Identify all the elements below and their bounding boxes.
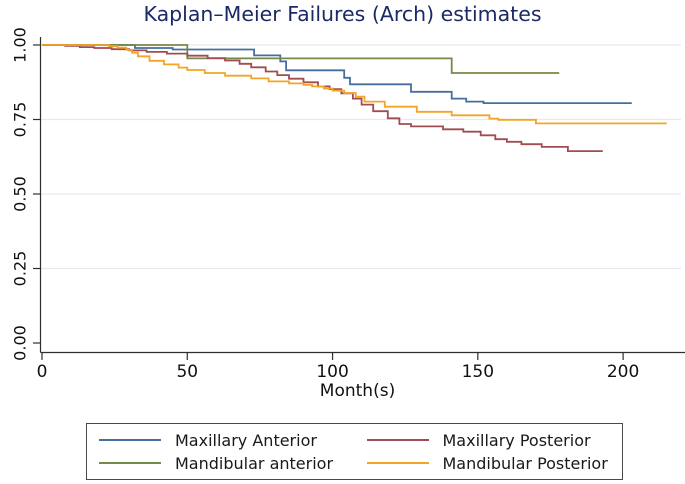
legend-line-mandibular-posterior bbox=[366, 462, 429, 464]
legend-item-maxillary-posterior: Maxillary Posterior bbox=[355, 430, 623, 451]
x-axis-title: Month(s) bbox=[319, 381, 396, 401]
y-tick-label: 0.25 bbox=[11, 251, 30, 287]
y-tick-label: 0.00 bbox=[11, 325, 30, 361]
legend-line-maxillary-anterior bbox=[99, 439, 161, 441]
x-tick-label: 200 bbox=[607, 362, 639, 382]
legend-label: Mandibular anterior bbox=[175, 453, 334, 473]
y-tick-label: 1.00 bbox=[11, 27, 30, 63]
y-tick-label: 0.50 bbox=[11, 176, 30, 212]
x-tick-label: 0 bbox=[37, 362, 48, 382]
x-tick-label: 150 bbox=[462, 362, 494, 382]
plot-area: 0.00 0.25 0.50 0.75 1.00 0 50 100 150 200 bbox=[11, 27, 685, 382]
y-tick-label: 0.75 bbox=[11, 102, 30, 138]
legend: Maxillary Anterior Maxillary Posterior M… bbox=[86, 423, 623, 480]
curve-maxillary-posterior bbox=[42, 44, 603, 152]
x-tick-label: 50 bbox=[176, 362, 198, 382]
legend-line-mandibular-anterior bbox=[99, 462, 161, 464]
legend-label: Maxillary Posterior bbox=[442, 430, 591, 450]
curve-maxillary-anterior bbox=[42, 44, 632, 104]
chart-title: Kaplan–Meier Failures (Arch) estimates bbox=[143, 2, 542, 26]
legend-item-maxillary-anterior: Maxillary Anterior bbox=[87, 430, 355, 451]
curve-mandibular-anterior bbox=[42, 44, 560, 74]
legend-item-mandibular-posterior: Mandibular Posterior bbox=[355, 453, 623, 474]
legend-line-maxillary-posterior bbox=[366, 439, 429, 441]
curve-mandibular-posterior bbox=[42, 44, 667, 125]
legend-label: Maxillary Anterior bbox=[175, 430, 317, 450]
legend-label: Mandibular Posterior bbox=[442, 453, 608, 473]
x-tick-label: 100 bbox=[316, 362, 348, 382]
legend-item-mandibular-anterior: Mandibular anterior bbox=[87, 453, 355, 474]
